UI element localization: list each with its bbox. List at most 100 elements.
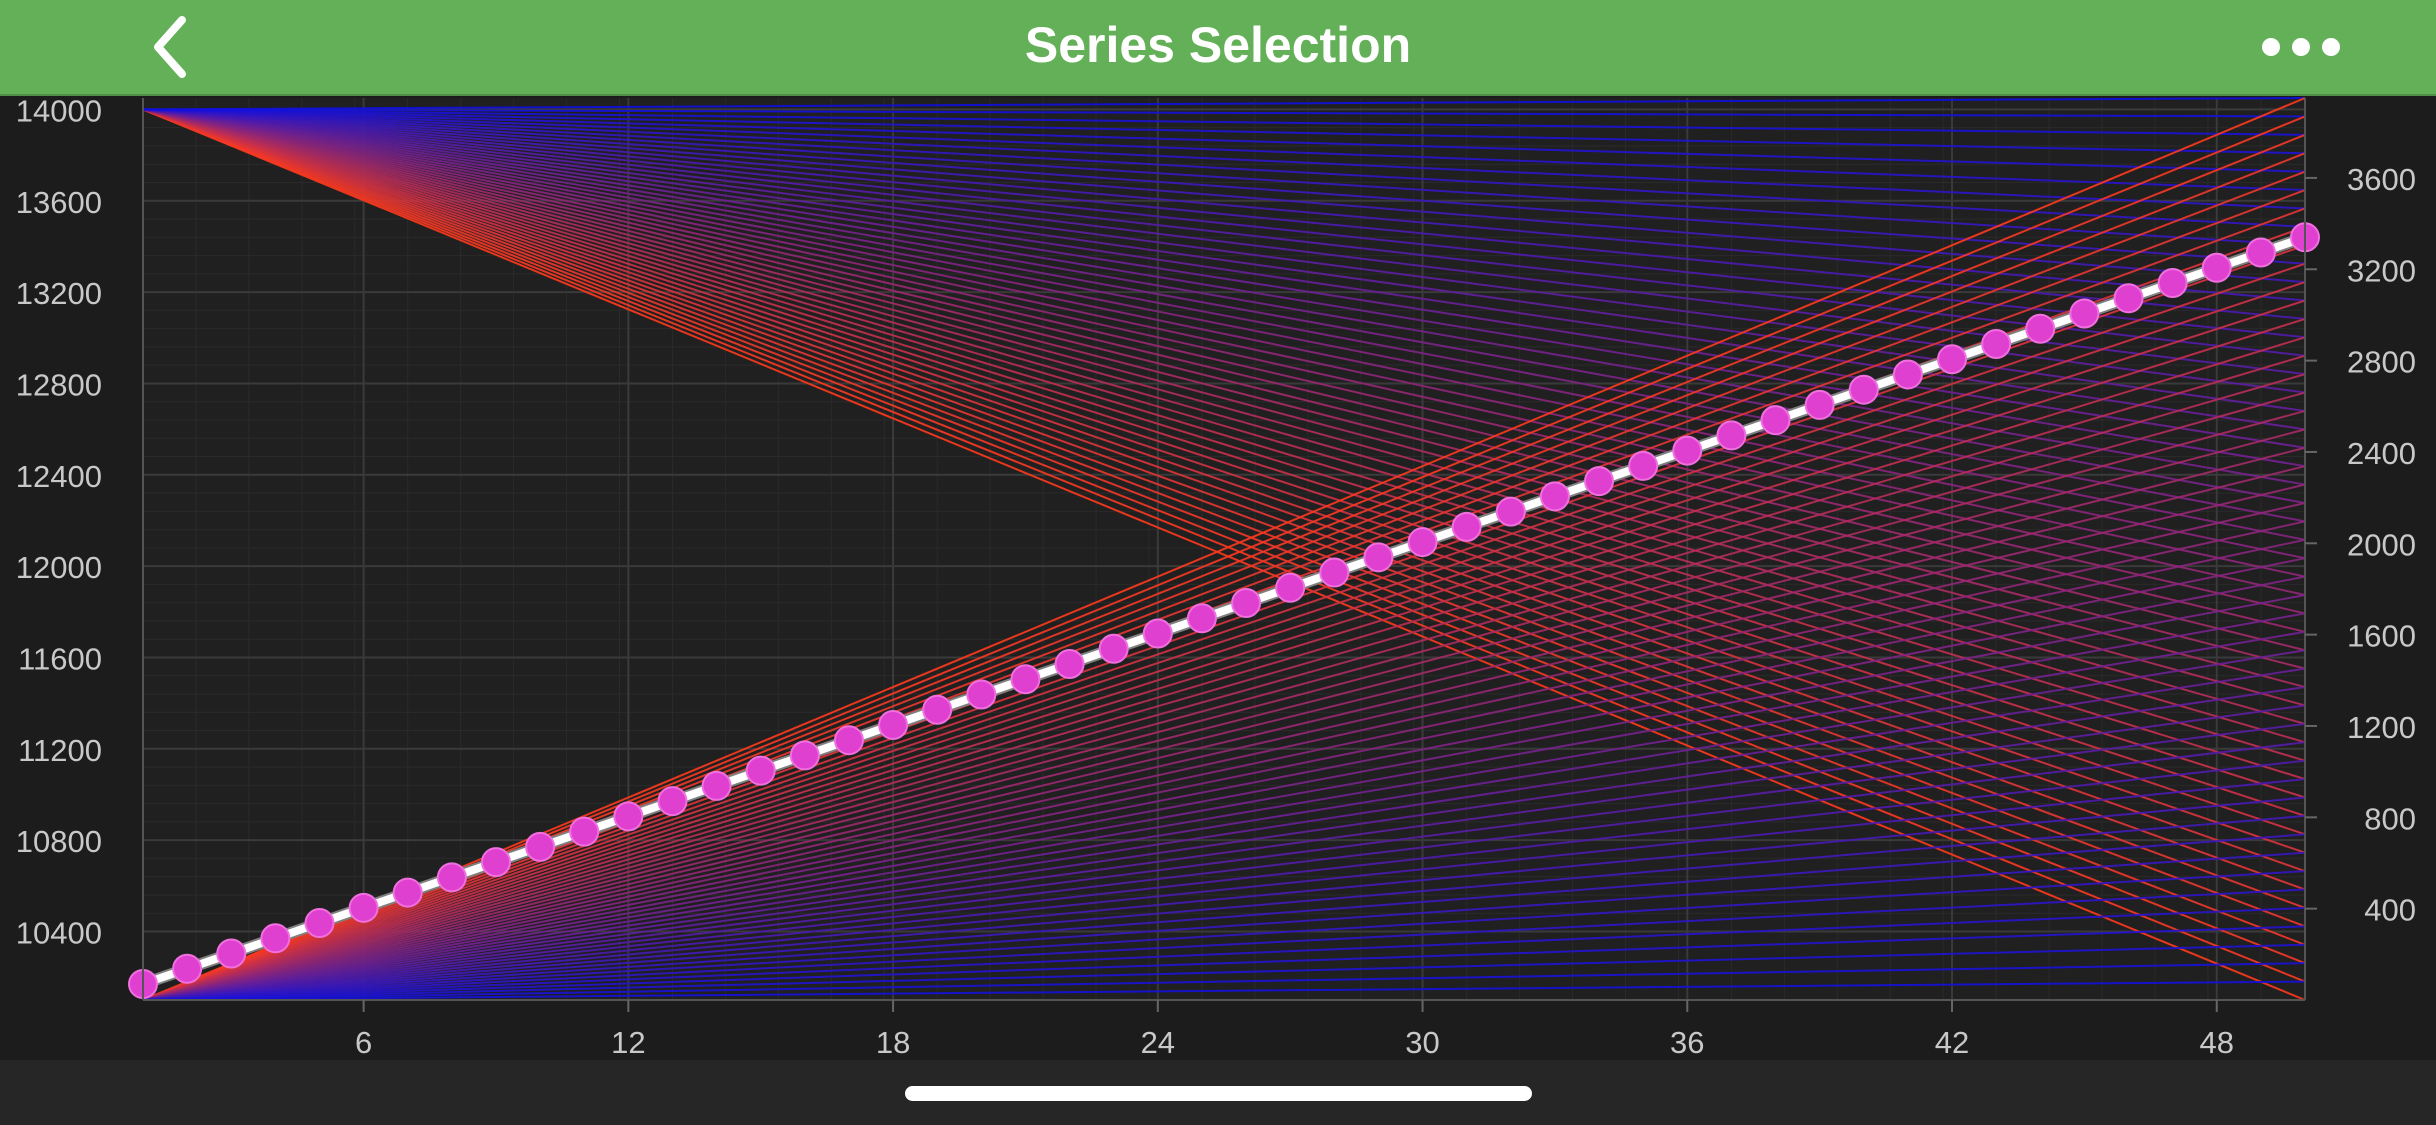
selected-series-point[interactable]	[1760, 405, 1791, 436]
series-line[interactable]	[142, 108, 2306, 836]
selected-series-point[interactable]	[1407, 527, 1438, 558]
series-layer[interactable]	[142, 97, 2306, 1001]
series-line[interactable]	[142, 483, 2306, 1001]
series-line[interactable]	[142, 520, 2306, 1001]
series-line[interactable]	[142, 108, 2306, 983]
series-line[interactable]	[142, 108, 2306, 449]
selected-series-point[interactable]	[966, 679, 997, 710]
selected-series-point[interactable]	[1937, 344, 1968, 375]
selected-series-point[interactable]	[569, 816, 600, 847]
selected-series-point[interactable]	[1275, 572, 1306, 603]
series-line[interactable]	[142, 108, 2306, 560]
series-line[interactable]	[142, 502, 2306, 1001]
series-line[interactable]	[142, 851, 2306, 1001]
series-line[interactable]	[142, 108, 2306, 873]
series-line[interactable]	[142, 108, 2306, 228]
selected-series-point[interactable]	[1451, 511, 1482, 542]
selected-series-point[interactable]	[1804, 389, 1835, 420]
selected-series-point[interactable]	[1363, 542, 1394, 573]
series-line[interactable]	[142, 336, 2306, 1001]
series-line[interactable]	[142, 108, 2306, 339]
series-line[interactable]	[142, 575, 2306, 1001]
selected-series-point[interactable]	[701, 770, 732, 801]
series-line[interactable]	[142, 649, 2306, 1001]
series-line[interactable]	[142, 667, 2306, 1001]
selected-series-point[interactable]	[1319, 557, 1350, 588]
series-line[interactable]	[142, 108, 2306, 192]
selected-series-point[interactable]	[878, 709, 909, 740]
selected-series-point[interactable]	[1716, 420, 1747, 451]
selected-series-point[interactable]	[657, 786, 688, 817]
series-line[interactable]	[142, 943, 2306, 1001]
series-line[interactable]	[142, 612, 2306, 1001]
selected-series-point[interactable]	[2069, 298, 2100, 329]
series-line[interactable]	[142, 108, 2306, 486]
selected-series-point[interactable]	[922, 694, 953, 725]
series-line[interactable]	[142, 538, 2306, 1001]
selected-series-point[interactable]	[348, 892, 379, 923]
selected-series-point[interactable]	[1539, 481, 1570, 512]
series-line[interactable]	[142, 108, 2306, 707]
series-line[interactable]	[142, 759, 2306, 1001]
selected-series-point[interactable]	[1848, 374, 1879, 405]
series-line[interactable]	[142, 108, 2306, 670]
series-line[interactable]	[142, 108, 2306, 504]
home-indicator[interactable]	[905, 1086, 1532, 1101]
series-line[interactable]	[142, 108, 2306, 946]
series-line[interactable]	[142, 97, 2306, 111]
series-line[interactable]	[142, 108, 2306, 891]
series-line[interactable]	[142, 108, 2306, 909]
series-line[interactable]	[142, 108, 2306, 284]
selected-series-point[interactable]	[1186, 603, 1217, 634]
series-line[interactable]	[142, 108, 2306, 155]
series-line[interactable]	[142, 108, 2306, 210]
selected-series-point[interactable]	[789, 740, 820, 771]
series-line[interactable]	[142, 108, 2306, 633]
series-line[interactable]	[142, 108, 2306, 394]
selected-series-point[interactable]	[1010, 664, 1041, 695]
series-line[interactable]	[142, 888, 2306, 1001]
selected-series-point[interactable]	[304, 908, 335, 939]
series-line[interactable]	[142, 108, 2306, 928]
series-line[interactable]	[142, 108, 2306, 302]
selected-series-point[interactable]	[1098, 633, 1129, 664]
series-line[interactable]	[142, 299, 2306, 1001]
selected-series-point[interactable]	[2201, 252, 2232, 283]
series-line[interactable]	[142, 796, 2306, 1001]
series-line[interactable]	[142, 281, 2306, 1001]
selected-series-point[interactable]	[525, 831, 556, 862]
series-line[interactable]	[142, 108, 2306, 615]
series-line[interactable]	[142, 108, 2306, 265]
series-line[interactable]	[142, 108, 2306, 744]
series-line[interactable]	[142, 108, 2306, 118]
series-line[interactable]	[142, 108, 2306, 431]
selected-series-point[interactable]	[1495, 496, 1526, 527]
series-line[interactable]	[142, 833, 2306, 1001]
series-line[interactable]	[142, 778, 2306, 1001]
series-line[interactable]	[142, 108, 2306, 781]
selected-series-point[interactable]	[2157, 268, 2188, 299]
series-line[interactable]	[142, 262, 2306, 1001]
series-line[interactable]	[142, 630, 2306, 1001]
series-line[interactable]	[142, 354, 2306, 1001]
series-line[interactable]	[142, 980, 2306, 1001]
series-line[interactable]	[142, 108, 2306, 578]
series-line[interactable]	[142, 962, 2306, 1001]
selected-series-point[interactable]	[260, 923, 291, 954]
series-line[interactable]	[142, 108, 2306, 468]
selected-series-point[interactable]	[1584, 466, 1615, 497]
series-line[interactable]	[142, 373, 2306, 1001]
series-line[interactable]	[142, 870, 2306, 1001]
series-line[interactable]	[142, 409, 2306, 1001]
series-line[interactable]	[142, 108, 2306, 762]
series-line[interactable]	[142, 906, 2306, 1001]
series-line[interactable]	[142, 391, 2306, 1001]
selected-series-point[interactable]	[613, 801, 644, 832]
series-line[interactable]	[142, 108, 2306, 173]
selected-series-point[interactable]	[2025, 313, 2056, 344]
series-line[interactable]	[142, 108, 2306, 376]
line-chart[interactable]: 1040010800112001160012000124001280013200…	[0, 93, 2436, 1060]
series-line[interactable]	[142, 108, 2306, 799]
series-line[interactable]	[142, 108, 2306, 136]
series-line[interactable]	[142, 108, 2306, 357]
